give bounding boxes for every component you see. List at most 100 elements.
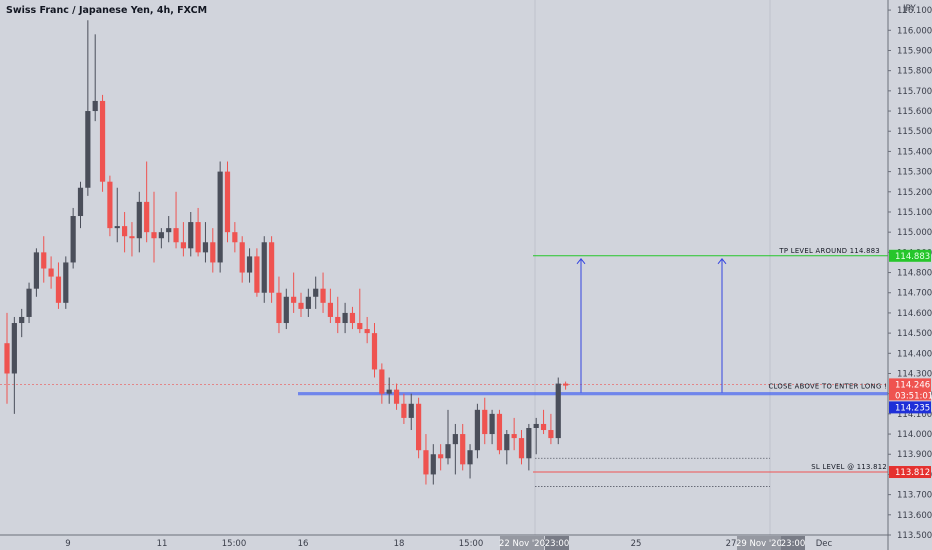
x-tick-label: 27 [726,539,737,549]
candle-body [489,413,495,435]
x-tick-label: 9 [65,539,70,549]
x-highlight-label: 29 Nov '20 [736,539,782,549]
candle-body [291,296,297,303]
y-tick-label: 115.600 [897,107,932,117]
gridlines [534,0,771,535]
candle-body [563,383,569,386]
candle-body [357,323,363,330]
tp-label: TP LEVEL AROUND 114.883 [778,247,880,255]
y-tick-label: 115.400 [897,147,932,157]
candle-body [283,296,289,324]
y-tick-label: 114.100 [897,410,932,420]
y-tick-label: 114.500 [897,329,932,339]
candle-body [48,268,54,277]
candle-body [474,409,480,451]
candle-body [349,312,356,324]
candle-body [430,454,436,475]
candle-body [511,434,517,439]
sl-price-tag-text: 113.812 [895,468,930,478]
candle-body [393,389,400,404]
candle-body [239,242,245,273]
candle-body [261,242,267,293]
x-highlight-box [737,536,781,550]
x-tick-label: Dec [816,539,833,549]
x-tick-label: 11 [157,539,168,549]
bid-price-tag [889,401,931,414]
sl-price-tag [889,466,931,479]
candles [4,20,569,485]
x-highlight-label: 23:00 [781,539,806,549]
candle-body [555,383,561,439]
x-highlight-box [500,536,544,550]
y-tick-label: 115.700 [897,87,932,97]
candle-body [335,316,341,324]
y-tick-label: 114.000 [897,430,932,440]
candle-body [276,292,282,324]
x-highlight-box [781,536,805,550]
y-tick-label: 113.700 [897,491,932,501]
candle-body [460,434,466,465]
y-tick-label: 113.600 [897,511,932,521]
x-tick-label: 15:00 [459,539,484,549]
candle-body [63,262,69,303]
labels: Swiss Franc / Japanese Yen, 4h, FXCM TP L… [6,5,932,479]
candle-body [254,256,260,293]
candle-body [416,403,422,451]
y-tick-label: 115.000 [897,228,932,238]
candle-body [85,111,91,188]
y-tick-label: 115.300 [897,168,932,178]
candle-body [77,187,84,217]
y-tick-label: 116.000 [897,26,932,36]
candle-body [320,288,326,303]
candle-body [526,428,532,459]
candle-body [386,389,392,394]
candle-body [327,302,333,317]
y-tick-label: 115.900 [897,46,932,56]
candle-body [504,434,510,451]
sl-label: SL LEVEL @ 113.812 [811,463,887,471]
y-tick-label: 113.500 [897,531,932,541]
candle-body [4,343,10,374]
candle-body [151,232,157,239]
y-tick-label: 116.100 [897,6,932,16]
y-tick-label: 114.800 [897,269,932,279]
candle-body [166,228,172,233]
x-highlight-label: 23:00 [545,539,570,549]
candle-body [371,333,378,370]
candle-body [496,413,503,451]
candle-body [55,276,62,303]
entry-label: CLOSE ABOVE TO ENTER LONG ! [768,383,887,391]
candle-body [482,409,488,435]
price-axis [888,0,932,550]
target-arrow-head [576,257,586,265]
x-highlight-label: 22 Nov '20 [499,539,545,549]
candle-body [518,438,525,459]
x-tick-label: 25 [631,539,642,549]
candle-body [298,302,304,309]
candle-body [195,222,201,253]
candle-body [158,232,164,239]
bid-price-tag-text: 114.235 [895,403,930,413]
candle-body [313,288,319,297]
candle-body [342,312,348,324]
candle-body [107,181,113,229]
y-tick-label: 114.300 [897,369,932,379]
drawings [0,255,888,487]
y-tick-label: 115.500 [897,127,932,137]
candle-body [364,329,370,334]
y-tick-label: 115.200 [897,188,932,198]
candle-body [210,242,216,263]
candle-body [173,228,179,243]
candle-body [99,100,106,182]
y-tick-label: 115.100 [897,208,932,218]
candle-body [144,201,150,233]
x-tick-label: 18 [394,539,405,549]
candle-body [202,242,209,253]
y-tick-label: 114.700 [897,289,932,299]
candle-body [70,216,76,263]
candle-body [122,226,128,237]
candle-body [129,236,135,239]
